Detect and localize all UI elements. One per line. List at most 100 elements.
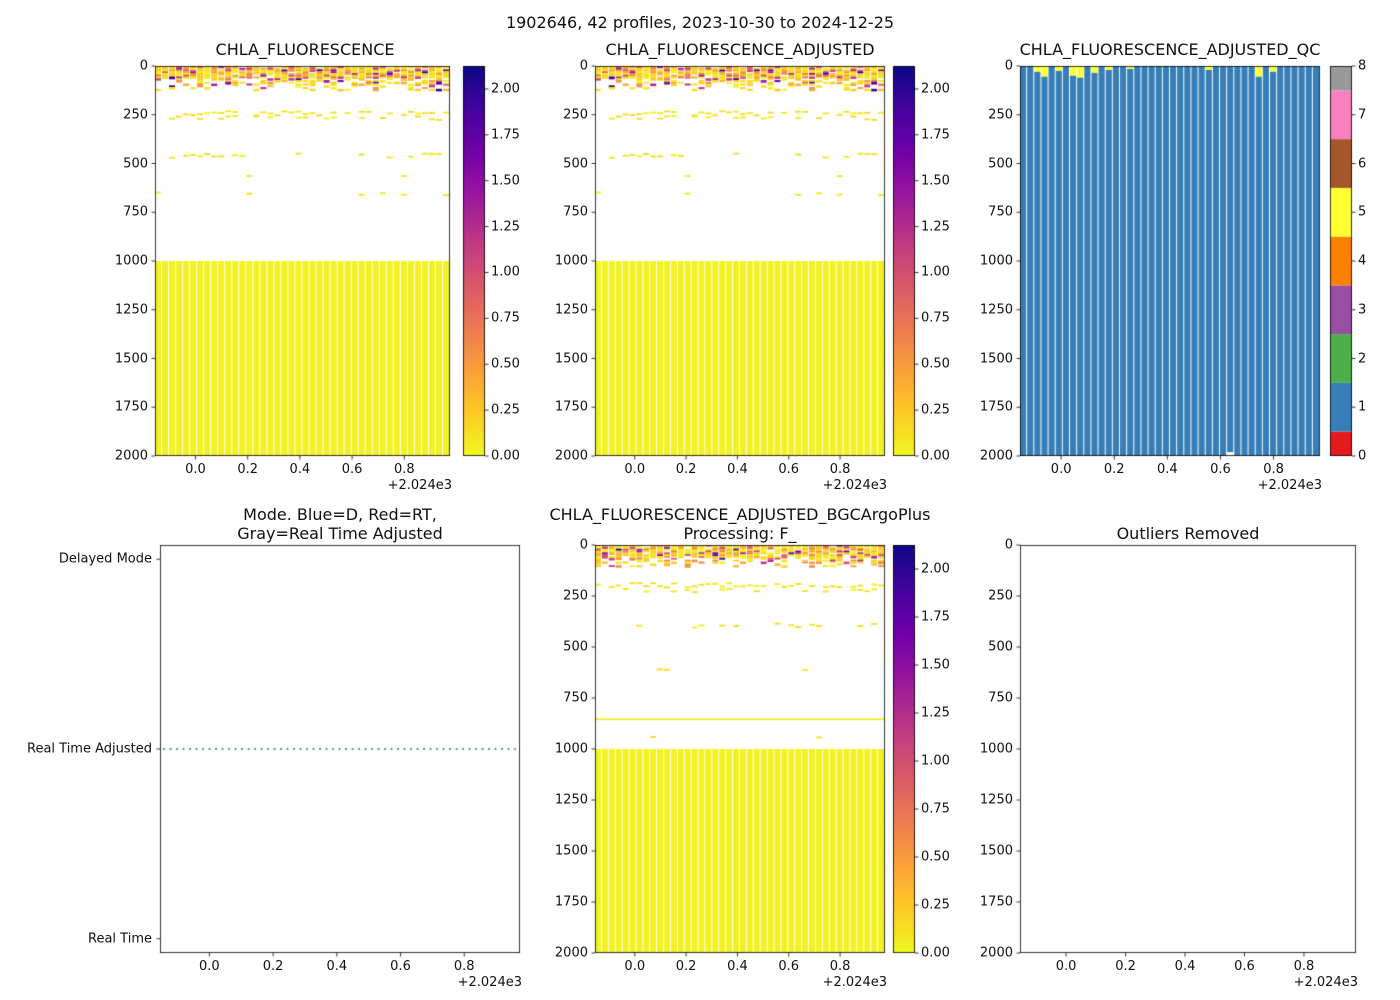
- y-tick-label: 0: [579, 58, 588, 74]
- x-tick-label: 0.8: [829, 959, 851, 974]
- y-tick-label: 250: [988, 588, 1013, 604]
- x-axis-offset-label: +2.024e3: [1293, 975, 1358, 990]
- y-tick-label: 500: [563, 639, 588, 655]
- colorbar-tick-label: 0.75: [921, 310, 950, 326]
- y-tick-label: 2000: [114, 448, 148, 464]
- panel-title-outliers-removed: Outliers Removed: [1116, 524, 1260, 543]
- x-tick-label: 0.2: [675, 959, 697, 974]
- x-tick-label: 0.4: [727, 462, 748, 477]
- y-tick-label: 1750: [979, 399, 1013, 415]
- y-tick-label: 250: [988, 107, 1013, 123]
- x-axis-offset-label: +2.024e3: [387, 478, 452, 493]
- colorbar-tick-label: 1.50: [491, 173, 520, 189]
- x-tick-label: 0.4: [1157, 462, 1178, 477]
- colorbar-tick-label: 8: [1358, 58, 1367, 74]
- x-tick-label: 0.0: [1055, 959, 1077, 974]
- y-tick-label: 500: [563, 156, 588, 171]
- y-tick-label: 1250: [979, 302, 1013, 318]
- colorbar-tick-label: 0.00: [921, 448, 950, 464]
- colorbar-tick-label: 0.75: [921, 801, 950, 817]
- x-tick-label: 0.0: [1050, 462, 1072, 477]
- x-tick-label: 0.0: [199, 959, 220, 974]
- y-tick-label: 750: [563, 204, 588, 220]
- y-tick-label: 1500: [114, 351, 148, 366]
- colorbar-tick-label: 0.50: [491, 356, 520, 372]
- x-tick-label: 0.8: [1293, 959, 1315, 974]
- x-tick-label: 0.8: [829, 462, 851, 477]
- x-tick-label: 0.6: [1234, 959, 1255, 974]
- colorbar-tick-label: 1: [1358, 399, 1367, 415]
- colorbar-tick-label: 1.50: [921, 173, 950, 189]
- x-tick-label: 0.0: [624, 462, 646, 477]
- x-tick-label: 0.2: [675, 462, 697, 477]
- y-category-label: Delayed Mode: [58, 551, 152, 567]
- panel-title-chla-fluorescence: CHLA_FLUORESCENCE: [215, 40, 395, 59]
- colorbar-tick-label: 4: [1358, 253, 1367, 269]
- panel-title-mode: Mode. Blue=D, Red=RT, Gray=Real Time Adj…: [237, 505, 443, 543]
- panel-title-chla-fluorescence-adjusted-qc: CHLA_FLUORESCENCE_ADJUSTED_QC: [1019, 40, 1321, 59]
- x-tick-label: 0.4: [326, 959, 348, 974]
- colorbar-tick-label: 6: [1358, 156, 1367, 171]
- y-tick-label: 2000: [554, 945, 588, 961]
- colorbar-tick-label: 3: [1358, 302, 1367, 318]
- y-tick-label: 750: [988, 690, 1013, 706]
- y-tick-label: 1250: [554, 302, 588, 318]
- colorbar-tick-label: 1.25: [921, 705, 950, 721]
- y-tick-label: 1500: [979, 351, 1013, 366]
- y-tick-label: 500: [988, 639, 1013, 655]
- y-tick-label: 2000: [979, 945, 1013, 961]
- x-tick-label: 0.4: [1174, 959, 1196, 974]
- y-tick-label: 1000: [114, 253, 148, 269]
- y-tick-label: 1750: [554, 894, 588, 910]
- x-axis-offset-label: +2.024e3: [457, 975, 522, 990]
- y-tick-label: 250: [563, 107, 588, 123]
- colorbar-tick-label: 2.00: [921, 561, 950, 577]
- colorbar-tick-label: 0.00: [491, 448, 520, 464]
- y-tick-label: 1750: [554, 399, 588, 415]
- y-tick-label: 0: [139, 58, 148, 74]
- x-tick-label: 0.8: [1263, 462, 1284, 477]
- colorbar-tick-label: 2: [1358, 351, 1367, 366]
- colorbar-tick-label: 5: [1358, 204, 1367, 220]
- y-tick-label: 1500: [554, 843, 588, 859]
- colorbar-tick-label: 0.50: [921, 356, 950, 372]
- colorbar-tick-label: 0: [1358, 448, 1367, 464]
- panel-title-chla-fluorescence-adjusted: CHLA_FLUORESCENCE_ADJUSTED: [605, 40, 875, 59]
- x-tick-label: 0.2: [1103, 462, 1125, 477]
- colorbar-tick-label: 0.75: [491, 310, 520, 326]
- colorbar-tick-label: 2.00: [921, 81, 950, 97]
- y-tick-label: 1500: [554, 351, 588, 366]
- colorbar-tick-label: 1.25: [491, 219, 520, 235]
- y-tick-label: 0: [1004, 58, 1013, 74]
- colorbar-tick-label: 0.50: [921, 849, 950, 865]
- x-tick-label: 0.6: [778, 959, 800, 974]
- y-tick-label: 250: [123, 107, 148, 123]
- y-tick-label: 250: [563, 588, 588, 604]
- y-tick-label: 1250: [979, 792, 1013, 808]
- colorbar-tick-label: 1.75: [491, 127, 520, 143]
- y-tick-label: 0: [1004, 537, 1013, 553]
- colorbar-tick-label: 0.25: [921, 402, 950, 418]
- panel-title-bgcargoplus: CHLA_FLUORESCENCE_ADJUSTED_BGCArgoPlus P…: [549, 505, 931, 543]
- x-tick-label: 0.6: [390, 959, 411, 974]
- x-axis-offset-label: +2.024e3: [822, 478, 887, 493]
- figure-title: 1902646, 42 profiles, 2023-10-30 to 2024…: [505, 13, 895, 32]
- x-tick-label: 0.2: [237, 462, 259, 477]
- colorbar-tick-label: 2.00: [491, 81, 520, 97]
- x-tick-label: 0.4: [727, 959, 748, 974]
- y-tick-label: 1750: [979, 894, 1013, 910]
- y-tick-label: 2000: [979, 448, 1013, 464]
- y-tick-label: 750: [988, 204, 1013, 220]
- y-tick-label: 1500: [979, 843, 1013, 859]
- y-tick-label: 1250: [114, 302, 148, 318]
- colorbar-tick-label: 0.25: [491, 402, 520, 418]
- x-tick-label: 0.0: [185, 462, 206, 477]
- x-tick-label: 0.6: [1210, 462, 1231, 477]
- y-tick-label: 750: [123, 204, 148, 220]
- colorbar-tick-label: 1.75: [921, 127, 950, 143]
- x-tick-label: 0.8: [453, 959, 475, 974]
- y-tick-label: 500: [988, 156, 1013, 171]
- y-tick-label: 2000: [554, 448, 588, 464]
